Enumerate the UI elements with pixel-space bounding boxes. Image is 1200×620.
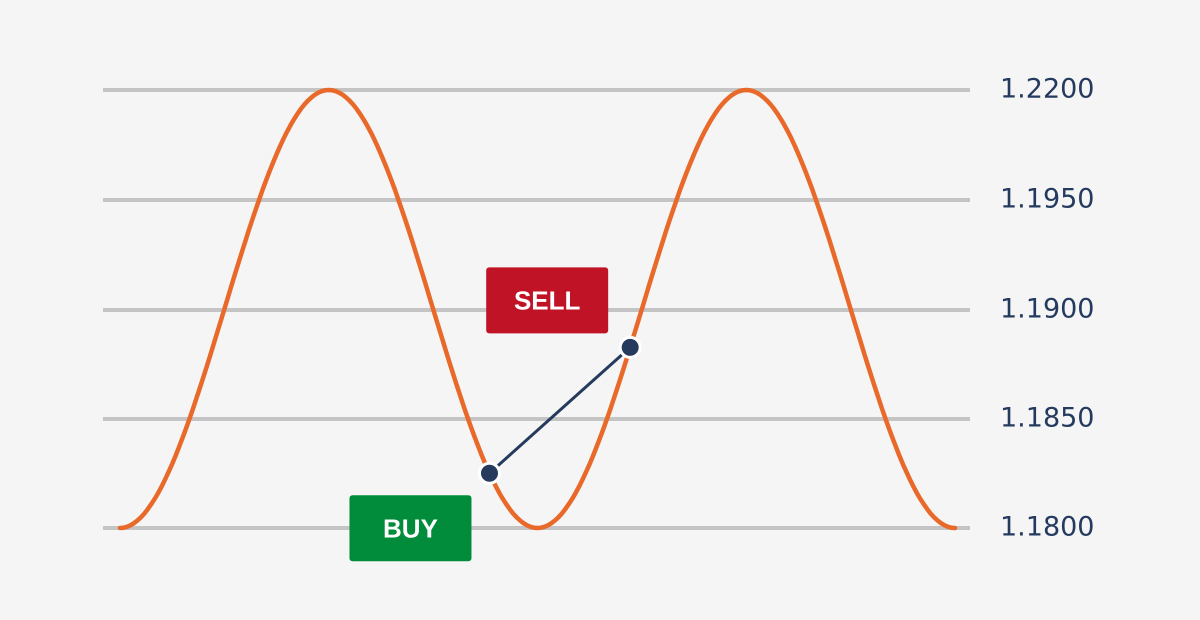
y-tick-label: 1.1950: [1000, 184, 1094, 215]
buy-signal-box: [349, 495, 472, 562]
buy-point: [477, 461, 501, 485]
y-tick-label: 1.1800: [1000, 512, 1094, 543]
y-axis-ticks: 1.2200 1.1950 1.1900 1.1850 1.1800: [1000, 74, 1094, 543]
sell-signal-box: [486, 267, 609, 334]
buy-signal: BUY: [349, 495, 472, 562]
trade-line: [488, 346, 632, 475]
sell-point: [618, 335, 642, 359]
y-tick-label: 1.1850: [1000, 403, 1094, 434]
sell-signal-label: SELL: [514, 285, 581, 315]
y-tick-label: 1.2200: [1000, 74, 1094, 105]
buy-signal-label: BUY: [383, 513, 438, 543]
y-tick-label: 1.1900: [1000, 294, 1094, 325]
price-curve: [117, 87, 958, 531]
sell-signal: SELL: [486, 267, 609, 334]
